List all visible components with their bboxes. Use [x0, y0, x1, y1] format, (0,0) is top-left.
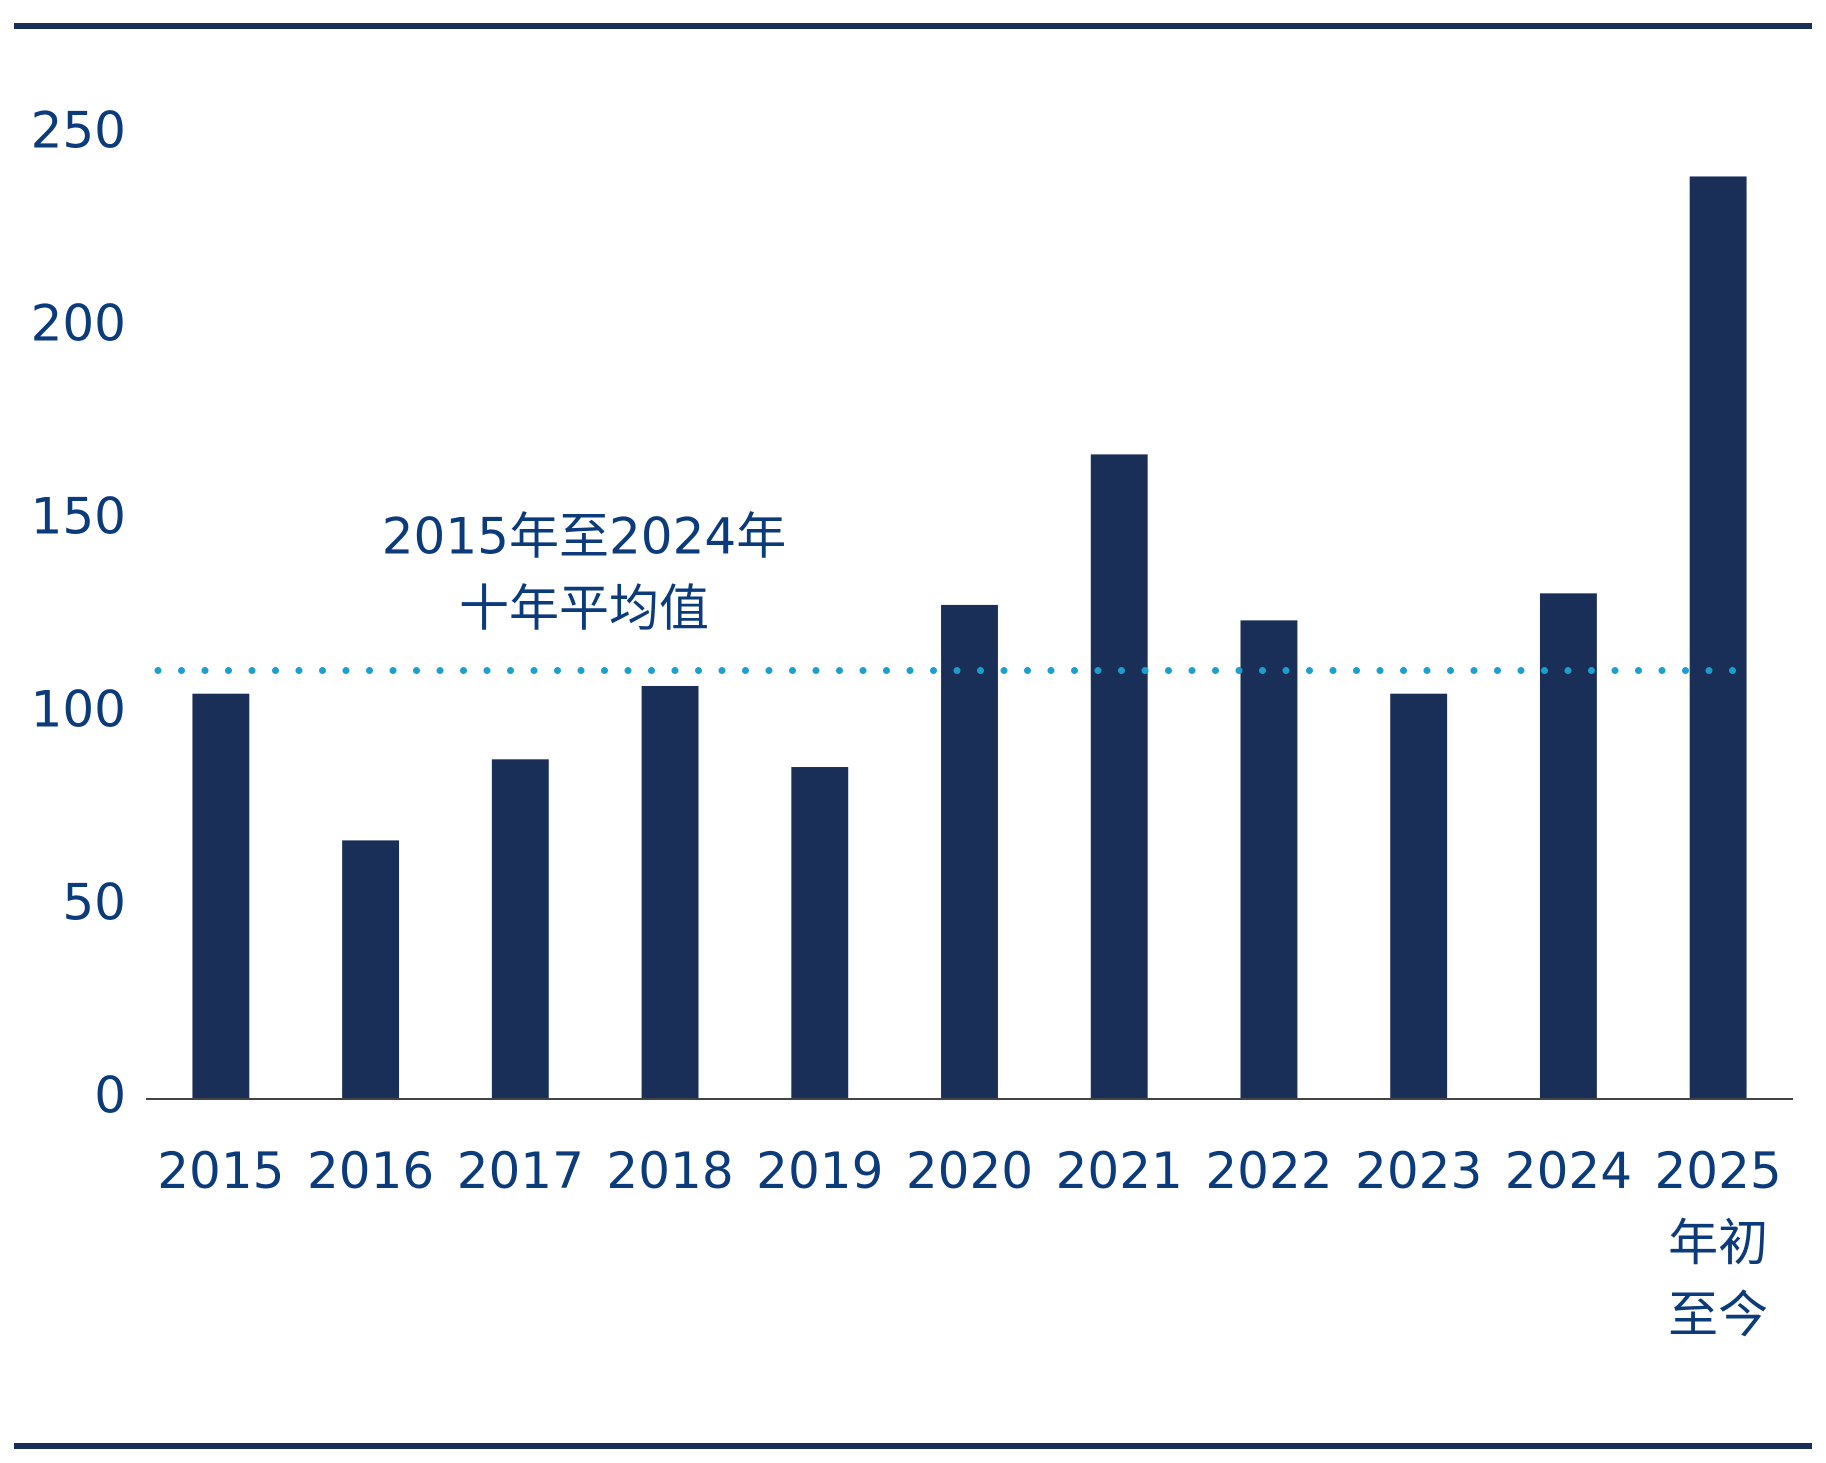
y-tick-label: 100 [31, 681, 126, 739]
x-tick-label: 2025 年初 至今 [1654, 1142, 1782, 1344]
bar [791, 767, 849, 1099]
y-tick-label: 150 [31, 488, 126, 546]
bar [1539, 593, 1597, 1099]
x-tick-label: 2016 [306, 1142, 435, 1200]
bar [1240, 620, 1298, 1099]
bar [941, 604, 998, 1099]
x-tick-label: 2020 [905, 1142, 1034, 1200]
x-tick-label: 2017 [456, 1142, 584, 1200]
y-tick-label: 0 [94, 1067, 126, 1125]
average-label: 十年平均值 [459, 580, 709, 638]
bar [192, 693, 250, 1099]
bar [1689, 176, 1747, 1099]
x-tick-label: 2019 [756, 1142, 884, 1200]
x-tick-label: 2021 [1055, 1142, 1183, 1200]
average-label: 2015年至2024年 [382, 508, 787, 566]
x-tick-label: 2024 [1504, 1142, 1633, 1200]
bar [1390, 693, 1448, 1099]
y-tick-label: 50 [62, 874, 126, 932]
y-tick-label: 250 [31, 102, 126, 160]
x-tick-label: 2018 [606, 1142, 734, 1200]
bar [491, 759, 549, 1099]
bar [1090, 454, 1148, 1099]
x-tick-label: 2023 [1355, 1142, 1483, 1200]
x-tick-label: 2022 [1205, 1142, 1333, 1200]
bar [342, 840, 400, 1099]
x-tick-label: 2015 [157, 1142, 285, 1200]
bar [641, 685, 699, 1099]
y-tick-label: 200 [31, 295, 126, 353]
